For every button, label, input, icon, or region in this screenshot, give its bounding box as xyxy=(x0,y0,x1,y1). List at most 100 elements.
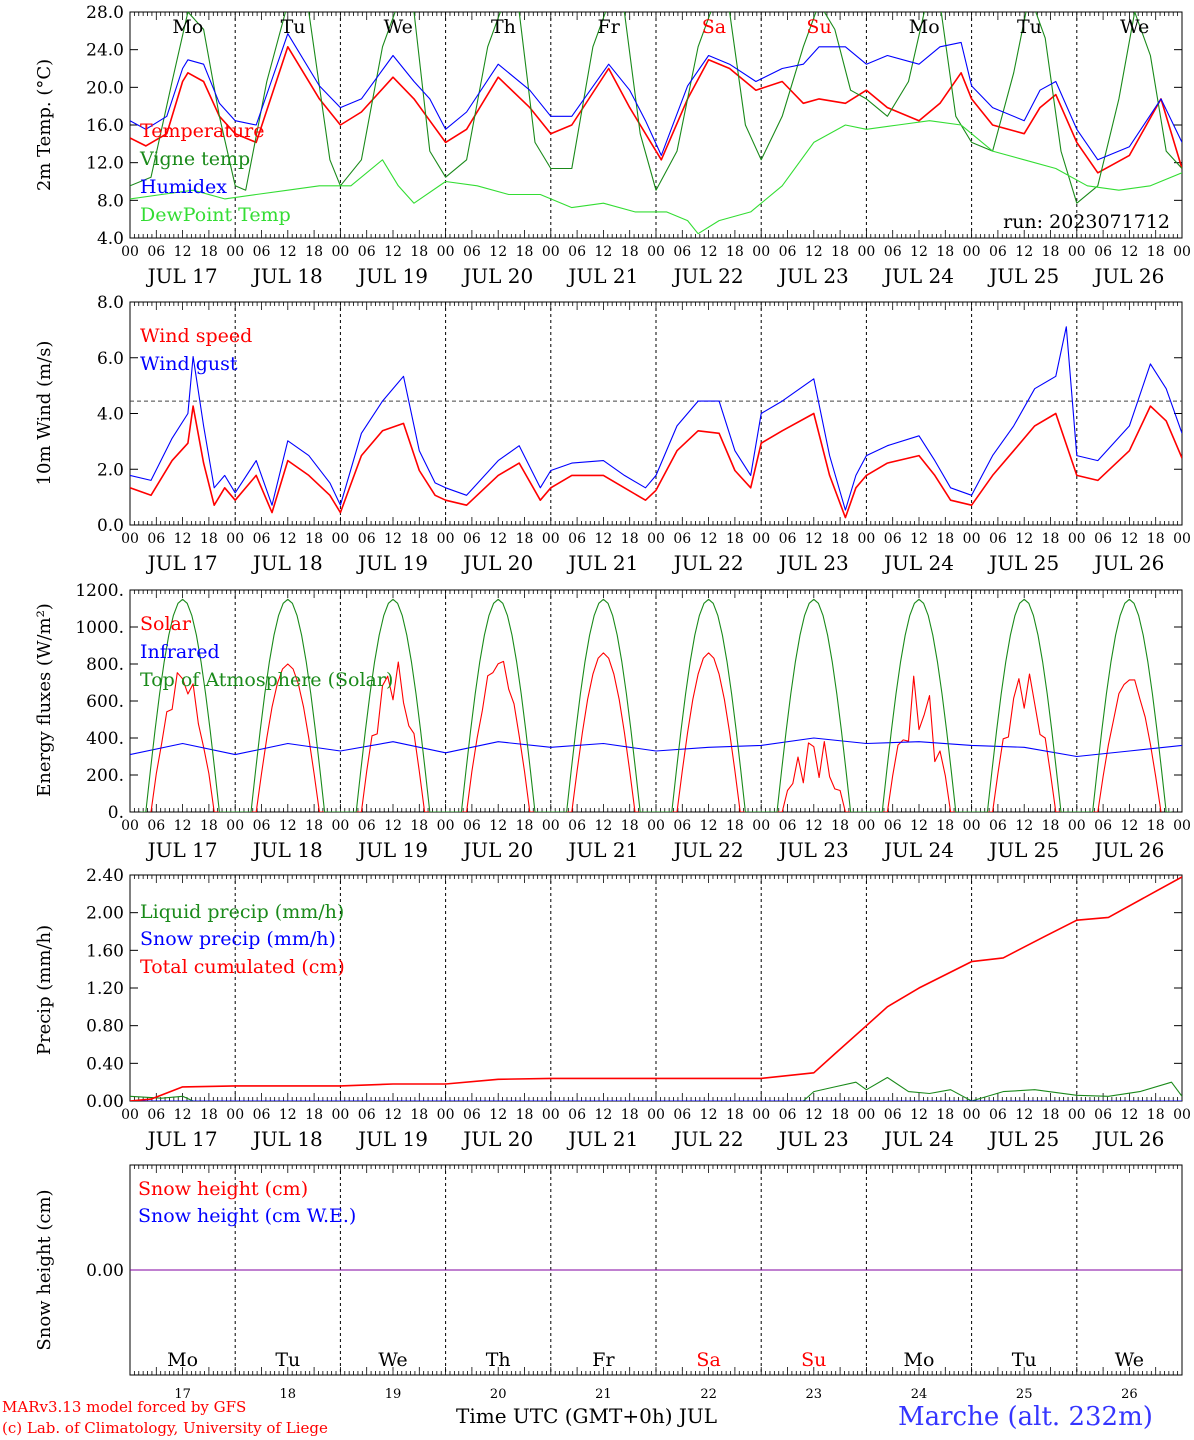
legend-entry: Liquid precip (mm/h) xyxy=(140,901,344,923)
y-tick-label: 0.40 xyxy=(86,1054,124,1074)
station-title: Marche (alt. 232m) xyxy=(898,1402,1153,1432)
series-line-temperature-1 xyxy=(130,12,1182,204)
hour-label: 18 xyxy=(200,818,218,834)
y-tick-label: 6.0 xyxy=(97,349,124,369)
panel-snow: 0.00 Snow height (cm) Snow height (cm) Snow… xyxy=(34,1164,1183,1402)
hour-label: 06 xyxy=(147,531,165,547)
hour-label: 12 xyxy=(384,244,402,260)
date-label: JUL 20 xyxy=(461,264,533,288)
date-label: JUL 23 xyxy=(777,551,849,575)
hour-label: 18 xyxy=(200,531,218,547)
series-group xyxy=(130,598,1182,812)
hour-label: 00 xyxy=(437,244,455,260)
hour-label: 12 xyxy=(1015,1107,1033,1123)
weekday-label: Mo xyxy=(904,1349,935,1371)
date-label: JUL 24 xyxy=(882,264,954,288)
date-label: JUL 25 xyxy=(987,264,1059,288)
hour-label: 00 xyxy=(331,244,349,260)
date-label: JUL 25 xyxy=(987,551,1059,575)
hour-label: 00 xyxy=(857,1107,875,1123)
hour-label: 06 xyxy=(358,531,376,547)
y-axis-label: 10m Wind (m/s) xyxy=(34,341,55,486)
weekday-label: Mo xyxy=(909,16,940,38)
hour-label: 06 xyxy=(989,531,1007,547)
hour-label: 06 xyxy=(463,818,481,834)
y-tick-label: 28.0 xyxy=(86,3,124,23)
hour-label: 12 xyxy=(279,531,297,547)
date-number: 20 xyxy=(490,1387,507,1402)
hour-label: 12 xyxy=(805,244,823,260)
date-label: JUL 22 xyxy=(672,838,744,862)
date-label: JUL 26 xyxy=(1092,838,1164,862)
date-number: 17 xyxy=(174,1387,191,1402)
y-tick-label: 4.0 xyxy=(97,229,124,249)
date-number: 21 xyxy=(595,1387,612,1402)
date-number: 19 xyxy=(385,1387,402,1402)
series-line-temperature-3 xyxy=(130,120,1182,235)
date-label: JUL 24 xyxy=(882,1127,954,1151)
date-label: JUL 25 xyxy=(987,838,1059,862)
hour-label: 18 xyxy=(936,244,954,260)
hour-label: 06 xyxy=(463,244,481,260)
hour-label: 00 xyxy=(1173,818,1191,834)
hour-label: 12 xyxy=(910,244,928,260)
hour-label: 00 xyxy=(331,531,349,547)
y-tick-label: 1200. xyxy=(75,581,124,601)
hour-label: 18 xyxy=(1147,1107,1165,1123)
hour-label: 06 xyxy=(463,1107,481,1123)
hour-label: 12 xyxy=(1120,818,1138,834)
hour-label: 06 xyxy=(253,1107,271,1123)
hour-label: 18 xyxy=(1147,531,1165,547)
hour-label: 18 xyxy=(1042,1107,1060,1123)
hour-label: 06 xyxy=(673,244,691,260)
plot-frame xyxy=(129,301,1183,526)
date-label: JUL 19 xyxy=(356,838,428,862)
hour-label: 00 xyxy=(542,818,560,834)
y-tick-label: 16.0 xyxy=(86,116,124,136)
hour-label: 00 xyxy=(226,531,244,547)
model-credit: MARv3.13 model forced by GFS xyxy=(2,1398,247,1416)
hour-label: 06 xyxy=(1094,531,1112,547)
hour-label: 06 xyxy=(779,1107,797,1123)
series-line-precip-2 xyxy=(130,876,1182,1101)
weekday-label: Su xyxy=(801,1349,826,1371)
weekday-label: Su xyxy=(806,16,831,38)
weekday-label: Tu xyxy=(1012,1349,1037,1371)
hour-label: 18 xyxy=(1147,244,1165,260)
hour-label: 00 xyxy=(752,1107,770,1123)
panel-precip: 0.00 0.40 0.80 1.20 1.60 2.00 2.40 Precip (mm/h… xyxy=(34,866,1191,1151)
hour-label: 06 xyxy=(358,818,376,834)
hour-label: 06 xyxy=(673,818,691,834)
hour-label: 00 xyxy=(963,1107,981,1123)
hour-label: 18 xyxy=(726,818,744,834)
hour-label: 12 xyxy=(489,244,507,260)
date-label: JUL 22 xyxy=(672,1127,744,1151)
hour-label: 00 xyxy=(1068,1107,1086,1123)
hour-label: 12 xyxy=(1015,818,1033,834)
hour-label: 18 xyxy=(621,244,639,260)
hour-label: 06 xyxy=(989,244,1007,260)
y-tick-label: 8.0 xyxy=(97,293,124,313)
hour-label: 18 xyxy=(1147,818,1165,834)
hour-label: 12 xyxy=(279,818,297,834)
hour-label: 18 xyxy=(200,1107,218,1123)
hour-label: 12 xyxy=(489,1107,507,1123)
hour-label: 00 xyxy=(1068,818,1086,834)
hour-label: 00 xyxy=(752,531,770,547)
hour-label: 18 xyxy=(831,1107,849,1123)
hour-label: 00 xyxy=(647,531,665,547)
date-label: JUL 21 xyxy=(566,838,638,862)
hour-label: 12 xyxy=(700,531,718,547)
weekday-label: We xyxy=(1120,16,1149,38)
series-line-temperature-0 xyxy=(130,46,1182,174)
y-tick-label: 2.00 xyxy=(86,904,124,924)
hour-label: 12 xyxy=(594,531,612,547)
hour-label: 18 xyxy=(831,818,849,834)
hour-label: 18 xyxy=(621,818,639,834)
hour-label: 12 xyxy=(910,1107,928,1123)
hour-label: 18 xyxy=(726,244,744,260)
hour-label: 06 xyxy=(989,1107,1007,1123)
date-number: 26 xyxy=(1121,1387,1138,1402)
legend-entry: Temperature xyxy=(140,120,264,142)
